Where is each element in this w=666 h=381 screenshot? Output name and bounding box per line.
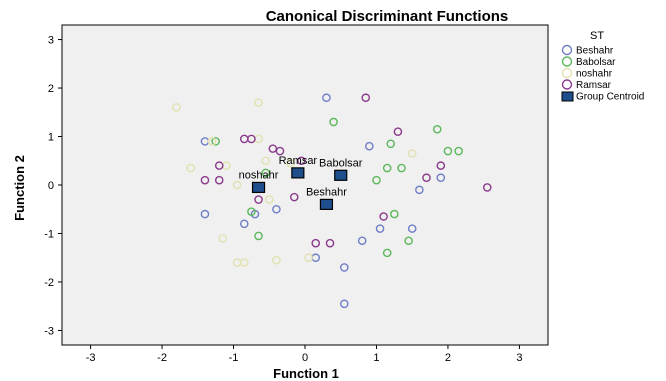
point-babolsar	[390, 209, 399, 219]
legend-entry: Group Centroid	[576, 92, 644, 103]
point-babolsar	[261, 168, 270, 178]
group-centroid-marker	[334, 169, 348, 181]
point-beshahr	[272, 204, 281, 214]
point-babolsar	[329, 117, 338, 127]
x-tick-label: 2	[445, 352, 451, 364]
group-centroid-marker	[319, 198, 334, 210]
point-ramsar	[214, 161, 224, 170]
x-axis-ticks: -3 -2 -1 0 1 2 3	[86, 345, 522, 364]
point-ramsar	[214, 175, 224, 185]
y-tick-label: -3	[44, 325, 54, 337]
centroid-label: Ramsar	[279, 155, 318, 167]
point-noshahr	[286, 158, 296, 168]
point-ramsar	[436, 161, 446, 170]
point-beshahr	[322, 93, 331, 103]
point-babolsar	[432, 124, 442, 134]
point-babolsar	[397, 163, 406, 173]
point-babolsar	[404, 236, 413, 246]
y-axis-label: Function 2	[12, 155, 27, 221]
centroid-label: Beshahr	[306, 186, 347, 198]
point-ramsar	[200, 175, 210, 185]
point-beshahr	[340, 299, 349, 309]
point-beshahr	[200, 209, 210, 219]
point-ramsar	[275, 146, 285, 156]
point-beshahr	[365, 141, 374, 151]
point-babolsar	[211, 137, 220, 146]
point-noshahr	[186, 163, 195, 173]
x-tick-label: 0	[302, 352, 308, 364]
centroid-label: Babolsar	[319, 157, 363, 169]
point-noshahr	[232, 180, 242, 190]
point-ramsar	[361, 93, 371, 103]
legend-marker	[561, 79, 573, 90]
point-babolsar	[247, 207, 256, 216]
y-tick-label: 2	[48, 83, 54, 95]
legend-entry: Ramsar	[576, 80, 612, 91]
y-tick-label: 0	[48, 180, 54, 192]
data-points	[172, 93, 492, 309]
point-babolsar	[386, 139, 396, 149]
y-tick-label: 3	[48, 35, 54, 47]
point-ramsar	[393, 127, 403, 136]
legend-title: ST	[590, 30, 604, 42]
point-babolsar	[382, 248, 392, 258]
legend-entry: noshahr	[576, 69, 613, 80]
point-ramsar	[247, 134, 256, 144]
point-ramsar	[311, 238, 321, 248]
x-tick-label: -2	[157, 352, 167, 364]
x-tick-label: -1	[229, 352, 239, 364]
x-tick-label: -3	[86, 352, 96, 364]
point-beshahr	[407, 224, 417, 233]
point-babolsar	[443, 146, 453, 156]
point-babolsar	[382, 163, 392, 173]
point-noshahr	[272, 255, 281, 265]
point-ramsar	[297, 156, 306, 166]
legend-entry: Beshahr	[576, 46, 614, 57]
legend-marker	[561, 44, 573, 56]
point-ramsar	[325, 238, 335, 248]
point-ramsar	[422, 173, 431, 183]
plot-area	[61, 24, 549, 346]
x-axis-label: Function 1	[273, 366, 339, 381]
point-noshahr	[254, 98, 263, 107]
legend-marker	[561, 91, 574, 102]
y-tick-label: -2	[44, 277, 54, 289]
y-tick-label: 1	[48, 132, 54, 144]
point-ramsar	[482, 183, 492, 192]
x-tick-label: 1	[373, 352, 379, 364]
group-centroid-marker	[251, 181, 266, 194]
point-beshahr	[436, 173, 446, 183]
point-noshahr	[239, 258, 249, 267]
point-ramsar	[254, 195, 263, 204]
point-babolsar	[454, 146, 463, 156]
point-beshahr	[239, 219, 249, 229]
point-babolsar	[254, 231, 263, 241]
point-ramsar	[379, 212, 388, 221]
centroid-label: noshahr	[239, 169, 279, 181]
point-noshahr	[304, 253, 313, 263]
point-noshahr	[264, 195, 274, 204]
legend-entry: Babolsar	[576, 57, 616, 68]
x-tick-label: 3	[516, 352, 522, 364]
point-babolsar	[372, 175, 381, 185]
point-noshahr	[407, 149, 417, 158]
y-axis-ticks: -3 -2 -1 0 1 2 3	[44, 35, 62, 337]
point-ramsar	[289, 192, 299, 202]
point-noshahr	[207, 137, 217, 146]
point-noshahr	[261, 156, 270, 166]
legend-marker	[561, 56, 573, 67]
chart-title: Canonical Discriminant Functions	[266, 8, 509, 25]
point-beshahr	[340, 263, 349, 272]
point-beshahr	[375, 224, 385, 233]
group-centroid-marker	[291, 167, 305, 179]
legend-marker	[561, 67, 573, 79]
y-tick-label: -1	[44, 228, 54, 240]
point-noshahr	[218, 234, 228, 243]
point-beshahr	[415, 185, 424, 195]
point-noshahr	[172, 103, 181, 112]
point-beshahr	[357, 236, 367, 246]
